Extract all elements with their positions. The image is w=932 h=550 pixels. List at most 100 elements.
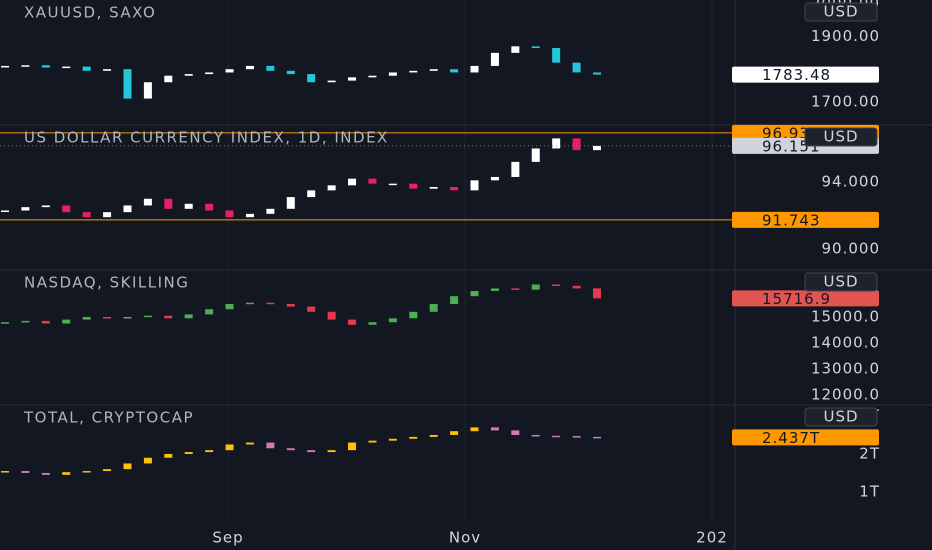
candle [572,285,581,289]
currency-button[interactable] [804,127,878,147]
candle [470,65,479,73]
candle [62,205,71,213]
candle [552,138,561,149]
candle [164,198,173,209]
candle [552,435,561,438]
candle [1,471,9,473]
currency-label[interactable]: USD [823,408,858,426]
candle [62,66,71,69]
candle [143,457,152,464]
candle [552,284,561,287]
candle [572,62,581,73]
y-tick-label: 1900.00 [811,27,880,45]
currency-button[interactable] [804,407,878,427]
candle [327,185,336,191]
candle [245,442,254,445]
candle [245,302,254,305]
candle [490,288,499,292]
candle [184,452,193,454]
candle [266,208,275,214]
candle [552,47,561,63]
candle [593,72,601,75]
y-tick-label: 14000.0 [811,333,880,351]
candle [41,65,50,68]
candle [41,472,50,475]
price-label: 2.437T [762,429,820,447]
candle [368,75,377,78]
candle [531,284,540,290]
candle [531,46,540,48]
candle [21,320,30,323]
candle [286,304,295,307]
candle [286,197,295,209]
candle [490,427,499,431]
candle [470,291,479,297]
candle [184,203,193,209]
y-tick-label: 2T [859,444,880,462]
candle [164,453,173,458]
candle [245,65,254,70]
candle [41,205,50,208]
candle [123,317,132,319]
currency-label[interactable]: USD [823,128,858,146]
candle [388,318,397,323]
candle [205,72,214,75]
candle [511,288,520,290]
candle [266,442,275,449]
candle [123,205,132,213]
candle [429,434,438,437]
candle [103,317,112,319]
currency-button[interactable] [804,272,878,292]
candle [429,304,438,312]
candle [143,82,152,99]
candle [388,72,397,76]
candle [164,315,173,319]
candle [82,212,91,218]
candle [205,309,214,315]
candle [286,448,295,451]
candle [348,77,357,81]
candle [123,463,132,470]
candle [348,319,357,325]
candle [429,69,438,71]
candle [348,178,357,186]
candle [266,65,275,71]
candle [225,210,234,218]
candle [21,207,30,211]
candle [470,180,479,191]
candle [511,46,520,53]
candle [511,161,520,177]
candle [470,427,479,432]
candle [82,471,91,473]
currency-label[interactable]: USD [823,3,858,21]
pane-title: US DOLLAR CURRENCY INDEX, 1D, INDEX [24,129,389,147]
candle [531,434,540,437]
candle [62,319,71,324]
candle [62,472,71,475]
time-label: Sep [212,529,243,547]
level-label: 91.743 [762,211,821,229]
pane-title: XAUUSD, SAXO [24,4,156,22]
candle [225,69,234,73]
candle [41,320,50,324]
candle [123,69,132,99]
candle [21,65,30,67]
currency-button[interactable] [804,2,878,22]
candle [205,203,214,211]
candle [327,80,336,83]
pane-title: TOTAL, CRYPTOCAP [23,409,194,427]
candle [348,442,357,451]
currency-label[interactable]: USD [823,273,858,291]
candle [266,302,275,305]
candle [429,187,438,189]
candle [1,322,9,324]
candle [368,440,377,443]
candle [409,436,418,439]
candle [307,306,316,312]
candle [409,183,418,189]
candle [572,436,581,438]
candle [225,304,234,310]
candle [82,66,91,71]
